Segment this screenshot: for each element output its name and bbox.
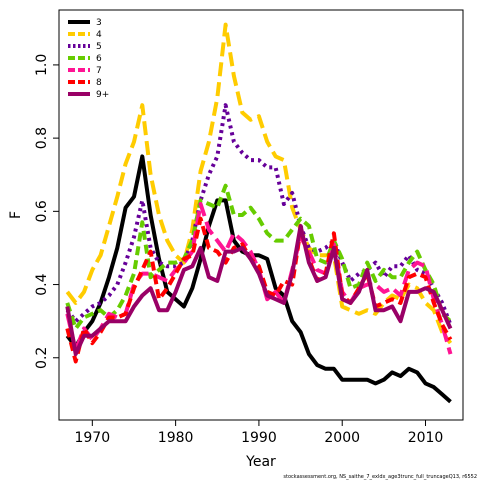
x-axis: 1970 1980 1990 2000 2010 — [74, 420, 443, 446]
credit-text: stockassessment.org, NS_saithe_7_exldx_a… — [283, 474, 477, 480]
legend-label: 7 — [96, 66, 102, 76]
legend: 3 4 5 6 7 8 9+ — [68, 18, 109, 100]
x-tick-label: 1980 — [158, 430, 194, 446]
x-tick-label: 1970 — [74, 430, 110, 446]
series-line-4 — [65, 22, 453, 345]
legend-label: 8 — [96, 78, 102, 88]
x-tick-label: 2000 — [324, 430, 360, 446]
series-line-6 — [65, 183, 452, 331]
legend-label: 4 — [96, 30, 102, 40]
legend-label: 5 — [96, 42, 102, 52]
legend-label: 9+ — [96, 90, 109, 100]
series-line-9plus — [65, 224, 453, 357]
y-tick-label: 0.8 — [34, 127, 50, 149]
series-layer — [65, 22, 453, 404]
y-tick-label: 0.2 — [34, 347, 50, 369]
legend-label: 3 — [96, 18, 102, 28]
y-axis: 0.2 0.4 0.6 0.8 1.0 — [34, 54, 59, 369]
legend-label: 6 — [96, 54, 102, 64]
y-axis-title: F — [8, 211, 24, 219]
y-tick-label: 1.0 — [34, 54, 50, 76]
y-tick-label: 0.6 — [34, 200, 50, 222]
x-tick-label: 1990 — [241, 430, 277, 446]
series-line-3 — [65, 154, 452, 404]
series-line-8 — [65, 216, 453, 364]
x-axis-title: Year — [245, 454, 276, 470]
x-tick-label: 2010 — [408, 430, 444, 446]
series-line-5 — [65, 103, 453, 326]
y-tick-label: 0.4 — [34, 273, 50, 295]
plot-frame — [58, 9, 464, 421]
